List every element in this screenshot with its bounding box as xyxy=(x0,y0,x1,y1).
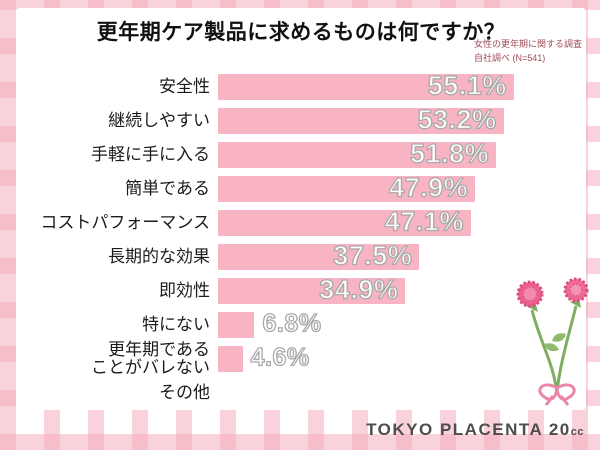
bar-row: 特にない 6.8% xyxy=(20,308,582,342)
bar xyxy=(218,108,504,134)
bar-value: 37.5% xyxy=(333,240,413,271)
bar-value: 51.8% xyxy=(409,138,490,169)
bar-track: 55.1% xyxy=(218,70,540,101)
bar xyxy=(218,142,496,168)
category-label: 長期的な効果 xyxy=(108,246,210,266)
survey-note: 女性の更年期に関する調査 自社調べ (N=541) xyxy=(474,38,582,66)
category-label: 更年期である ことがバレない xyxy=(91,339,210,377)
carnation-bloom-left xyxy=(516,280,544,308)
bar-track: 37.5% xyxy=(218,240,540,271)
bar-chart: 安全性 55.1% 継続しやすい 53.2% 手軽に手に入る 51.8% 簡単である 47.9… xyxy=(20,70,582,410)
bar-value: 55.1% xyxy=(427,70,507,101)
bar-value: 34.9% xyxy=(319,274,399,305)
bar xyxy=(218,176,476,202)
bar-track: 47.9% xyxy=(218,172,540,203)
bar-track: 6.8% xyxy=(218,309,540,338)
bar-row: 継続しやすい 53.2% xyxy=(20,104,582,138)
bar xyxy=(218,244,420,270)
category-label: 特にない xyxy=(142,314,210,334)
chart-title: 更年期ケア製品に求めるものは何ですか？ xyxy=(96,21,506,44)
bar xyxy=(218,312,255,338)
category-label: 安全性 xyxy=(159,76,210,96)
bar-value: 47.1% xyxy=(384,206,464,237)
bar-track: 4.6% xyxy=(218,343,540,372)
chart-panel: 更年期ケア製品に求めるものは何ですか？ 女性の更年期に関する調査 自社調べ (N… xyxy=(16,8,586,410)
category-label: その他 xyxy=(159,382,210,402)
bar-row: 安全性 55.1% xyxy=(20,70,582,104)
bar-row: 長期的な効果 37.5% xyxy=(20,240,582,274)
category-label: 即効性 xyxy=(159,280,210,300)
category-label: 簡単である xyxy=(125,178,210,198)
brand-logo: TOKYO PLACENTA 20cc xyxy=(366,420,584,440)
carnation-bloom-right xyxy=(563,277,589,303)
bar-row: 即効性 34.9% xyxy=(20,274,582,308)
bar-row: コストパフォーマンス 47.1% xyxy=(20,206,582,240)
bar-row: 手軽に手に入る 51.8% xyxy=(20,138,582,172)
category-label: 手軽に手に入る xyxy=(91,144,210,164)
bar-row: 簡単である 47.9% xyxy=(20,172,582,206)
bar xyxy=(218,74,514,100)
brand-logo-text: TOKYO PLACENTA 20 xyxy=(366,420,571,439)
bar-track: 53.2% xyxy=(218,104,540,135)
survey-note-line2: 自社調べ (N=541) xyxy=(473,52,546,63)
bar-value: 47.9% xyxy=(388,172,469,203)
bar-track: 51.8% xyxy=(218,138,540,169)
bar-value: 53.2% xyxy=(417,104,497,135)
bar-track xyxy=(218,380,540,406)
bar xyxy=(218,278,406,304)
brand-logo-unit: cc xyxy=(570,426,584,438)
category-label: コストパフォーマンス xyxy=(40,212,210,232)
bar-value: 4.6% xyxy=(250,343,310,372)
survey-note-line1: 女性の更年期に関する調査 xyxy=(473,39,582,49)
bar-row: その他 xyxy=(20,376,582,410)
category-label: 継続しやすい xyxy=(108,110,210,130)
bar xyxy=(218,210,471,236)
carnation-illustration xyxy=(516,277,589,406)
bar xyxy=(218,346,243,372)
bar-track: 34.9% xyxy=(218,274,540,305)
bar-value: 6.8% xyxy=(262,309,322,338)
bar-track: 47.1% xyxy=(218,206,540,237)
bar-row: 更年期である ことがバレない 4.6% xyxy=(20,339,582,377)
